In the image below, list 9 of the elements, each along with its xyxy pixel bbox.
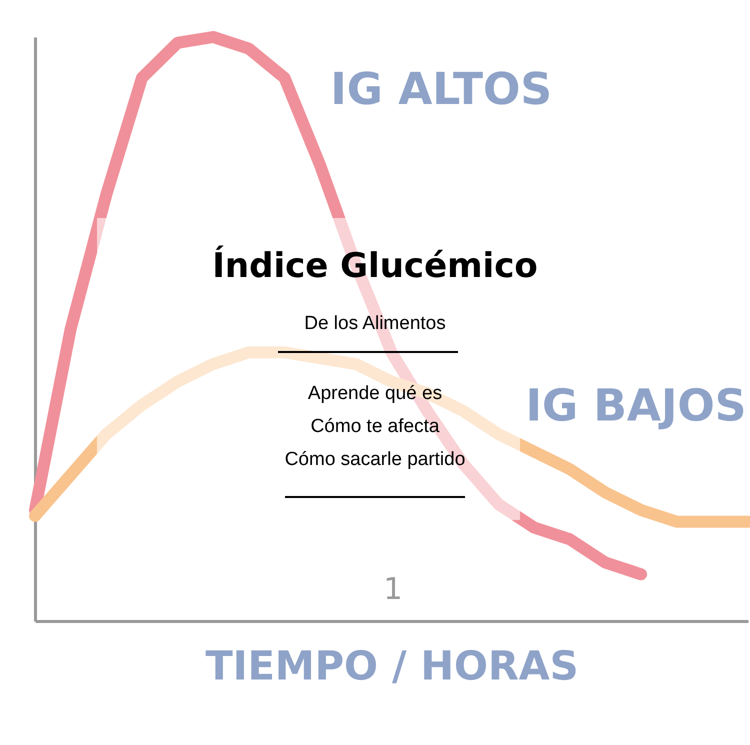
series-label: IG ALTOS [330, 64, 552, 115]
series-label: IG BAJOS [526, 380, 746, 432]
annotation: Aprende qué es [308, 383, 442, 404]
annotation: Cómo sacarle partido [284, 449, 466, 471]
annotation: Cómo te afecta [310, 416, 440, 437]
annotation: 1 [382, 572, 404, 607]
text: De los Alimentos [303, 313, 447, 335]
text: Índice Glucémico [211, 246, 539, 286]
x-axis-title: TIEMPO / HORAS [205, 644, 579, 690]
